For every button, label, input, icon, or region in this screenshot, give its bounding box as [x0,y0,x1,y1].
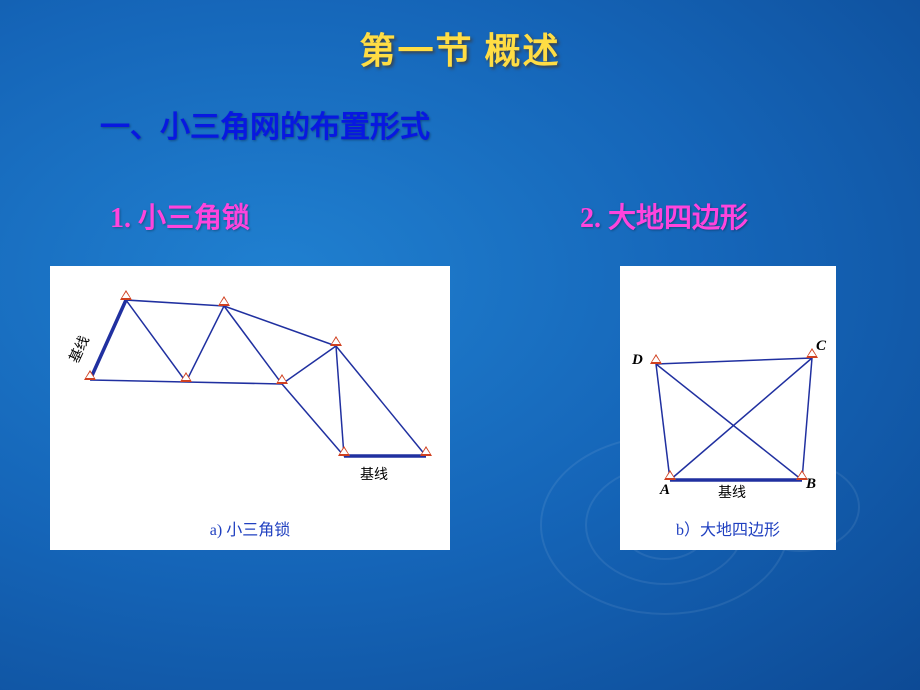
left-subheading: 1. 小三角锁 [110,196,490,236]
label-C: C [816,338,826,355]
column-right: 2. 大地四边形 A B C D 基线 b）大地四边形 [570,196,900,550]
node-marker [120,290,132,300]
label-A: A [660,482,670,499]
baseline-label-bottom: 基线 [360,464,388,484]
slide-title: 第一节 概述 [0,0,920,74]
node-marker [218,296,230,306]
right-subheading: 2. 大地四边形 [580,196,900,236]
content-columns: 1. 小三角锁 [0,196,920,550]
figure-a-caption: a) 小三角锁 [50,516,450,540]
node-marker [650,354,662,364]
node-marker [84,370,96,380]
label-D: D [632,352,643,369]
column-left: 1. 小三角锁 [50,196,490,550]
label-B: B [806,476,816,493]
baseline-label: 基线 [718,482,746,502]
node-marker [420,446,432,456]
node-marker [330,336,342,346]
figure-a-box: 基线 基线 a) 小三角锁 [50,266,450,550]
node-marker [276,374,288,384]
section-heading: 一、小三角网的布置形式 [100,102,920,146]
figure-b-caption: b）大地四边形 [620,516,836,540]
node-marker [338,446,350,456]
figure-b-svg [620,266,836,550]
figure-a-svg [50,266,450,550]
figure-b-box: A B C D 基线 b）大地四边形 [620,266,836,550]
node-marker [664,470,676,480]
node-marker [180,372,192,382]
